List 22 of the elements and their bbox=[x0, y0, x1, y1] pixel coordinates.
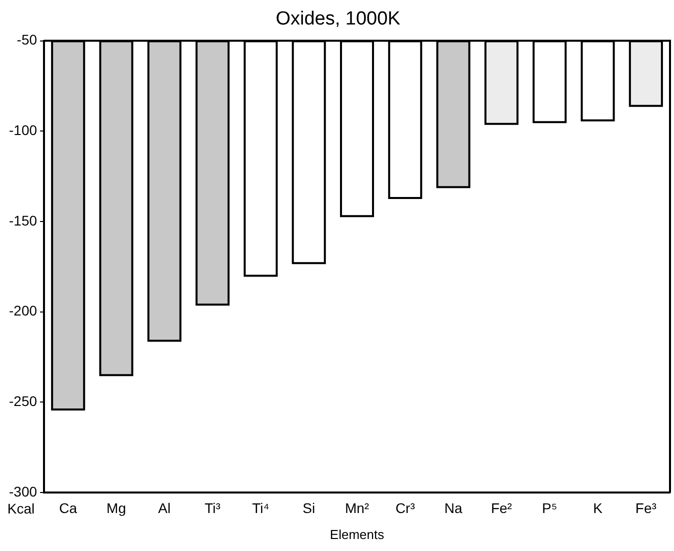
x-tick-label: Ti⁴ bbox=[252, 500, 270, 516]
x-tick-label: Fe² bbox=[490, 500, 512, 516]
x-tick-label: Ca bbox=[59, 500, 78, 516]
x-tick-label: Ti³ bbox=[204, 500, 221, 516]
x-tick-label: Cr³ bbox=[395, 500, 416, 516]
y-tick-label: -50 bbox=[16, 32, 38, 48]
chart-title: Oxides, 1000K bbox=[276, 8, 401, 30]
y-tick-label: -200 bbox=[8, 302, 38, 319]
x-tick-label: Mn² bbox=[344, 500, 370, 516]
y-axis-title: Kcal bbox=[7, 500, 35, 516]
x-tick-label: Al bbox=[158, 500, 171, 516]
x-tick-label: Fe³ bbox=[635, 500, 657, 516]
x-tick-label: Na bbox=[444, 500, 462, 516]
x-tick-label: Si bbox=[302, 500, 316, 516]
x-tick-label: Mg bbox=[106, 500, 126, 516]
y-tick-label: -100 bbox=[8, 122, 38, 138]
x-axis-title: Elements bbox=[330, 526, 385, 542]
y-tick-label: -150 bbox=[8, 212, 38, 228]
y-tick-label: -300 bbox=[8, 483, 38, 500]
x-tick-label: P⁵ bbox=[542, 500, 558, 516]
x-tick-label: K bbox=[593, 500, 604, 516]
y-tick-label: -250 bbox=[8, 393, 38, 410]
